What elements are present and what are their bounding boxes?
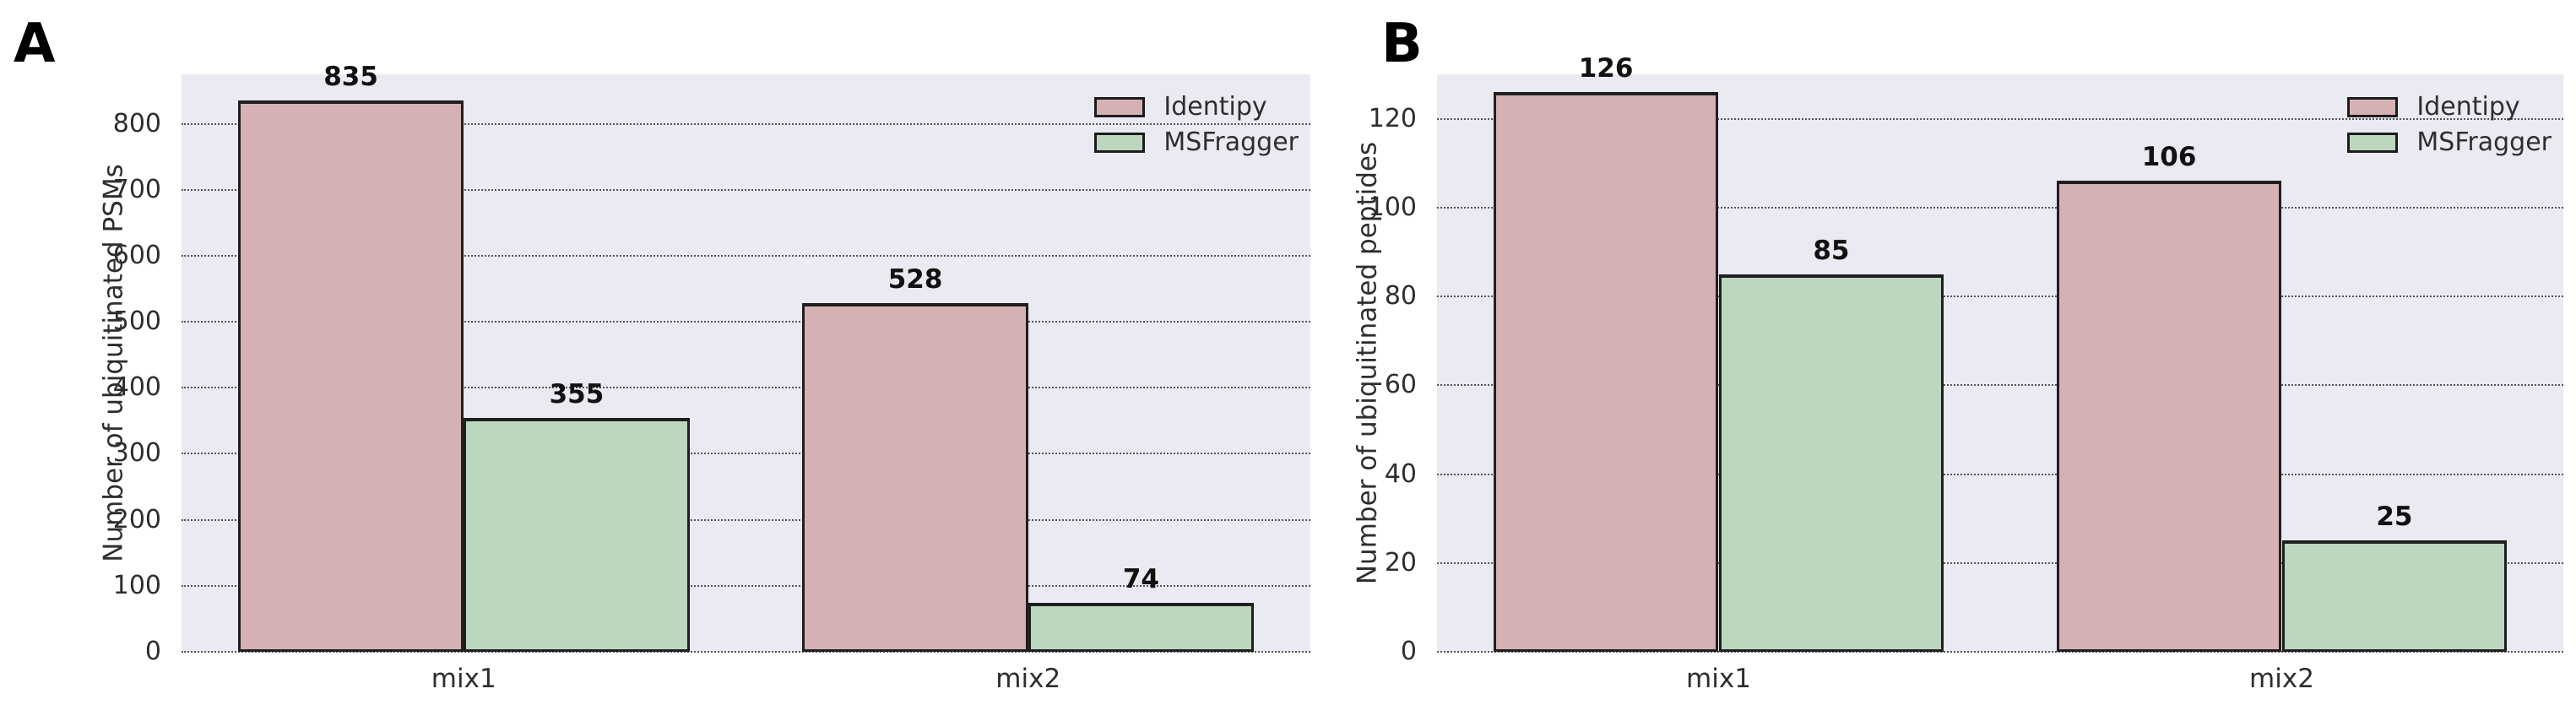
gridline (182, 651, 1310, 653)
y-tick-label: 200 (112, 504, 161, 534)
y-tick-label: 300 (112, 438, 161, 469)
y-tick-label: 500 (112, 306, 161, 337)
y-tick-label: 0 (144, 637, 161, 666)
bar-identipy-mix1 (1493, 92, 1719, 652)
bar-msfragger-mix1 (464, 417, 690, 652)
legend: Identipy MSFragger (1094, 95, 1299, 155)
legend-row-identipy: Identipy (1094, 95, 1299, 120)
y-tick-label: 60 (1384, 370, 1417, 400)
y-tick-label: 700 (112, 174, 161, 204)
bar-msfragger-mix2 (1028, 603, 1255, 652)
y-tick-label: 120 (1368, 103, 1417, 133)
bar-identipy-mix1 (237, 100, 464, 652)
legend: Identipy MSFragger (2347, 95, 2552, 155)
panel-label-a: A (14, 13, 56, 75)
bar-identipy-mix2 (802, 303, 1028, 652)
gridline (182, 321, 1310, 323)
gridline (1437, 117, 2563, 120)
gridline (1437, 651, 2563, 653)
bar-value-label: 106 (2141, 142, 2197, 173)
legend-swatch-msfragger (2347, 133, 2399, 153)
bar-value-label: 528 (887, 264, 943, 296)
gridline (1437, 384, 2563, 387)
gridline (1437, 473, 2563, 475)
legend-swatch-identipy (1094, 97, 1146, 117)
gridline (182, 387, 1310, 389)
legend-label: MSFragger (2416, 127, 2552, 157)
y-tick-label: 100 (1368, 192, 1417, 222)
y-tick-label: 20 (1384, 547, 1417, 578)
legend-swatch-identipy (2347, 97, 2399, 117)
bar-value-label: 25 (2376, 502, 2413, 533)
bar-value-label: 835 (323, 62, 378, 93)
gridline (182, 518, 1310, 521)
x-tick-label: mix1 (1686, 664, 1751, 694)
legend-label: MSFragger (1163, 127, 1299, 157)
gridline (1437, 206, 2563, 209)
legend-label: Identipy (1163, 92, 1267, 122)
y-tick-label: 600 (112, 240, 161, 270)
y-tick-label: 40 (1384, 458, 1417, 489)
panel-label-b: B (1381, 13, 1423, 75)
bar-value-label: 85 (1813, 235, 1850, 266)
y-axis-label: Number of ubiquitinated PSMs (98, 164, 129, 562)
x-tick-label: mix1 (431, 664, 496, 694)
gridline (182, 453, 1310, 455)
y-tick-label: 80 (1384, 281, 1417, 312)
bar-value-label: 355 (549, 378, 605, 409)
legend-swatch-msfragger (1094, 133, 1146, 153)
gridline (1437, 561, 2563, 564)
plot-area: 0 20 40 60 80 100 120 126 106 85 25 mix1 mix2 Identip… (1369, 53, 2563, 694)
plot-area: 0 100 200 300 400 500 600 700 800 835 528 355 74 mix1… (113, 62, 1310, 694)
gridline (182, 188, 1310, 191)
bar-value-label: 126 (1578, 53, 1634, 84)
legend-row-msfragger: MSFragger (2347, 130, 2552, 155)
x-tick-label: mix2 (2249, 664, 2314, 694)
y-tick-label: 0 (1400, 637, 1417, 666)
y-tick-label: 800 (112, 108, 161, 138)
legend-row-msfragger: MSFragger (1094, 130, 1299, 155)
gridline (1437, 296, 2563, 298)
legend-label: Identipy (2416, 92, 2520, 122)
legend-row-identipy: Identipy (2347, 95, 2552, 120)
y-tick-label: 400 (112, 372, 161, 403)
bar-msfragger-mix1 (1718, 274, 1944, 652)
bar-identipy-mix2 (2056, 181, 2282, 652)
bar-value-label: 74 (1122, 564, 1159, 595)
bar-msfragger-mix2 (2281, 540, 2508, 652)
gridline (182, 254, 1310, 257)
x-tick-label: mix2 (995, 664, 1061, 694)
gridline (182, 584, 1310, 587)
y-tick-label: 100 (112, 570, 161, 600)
gridline (182, 122, 1310, 125)
